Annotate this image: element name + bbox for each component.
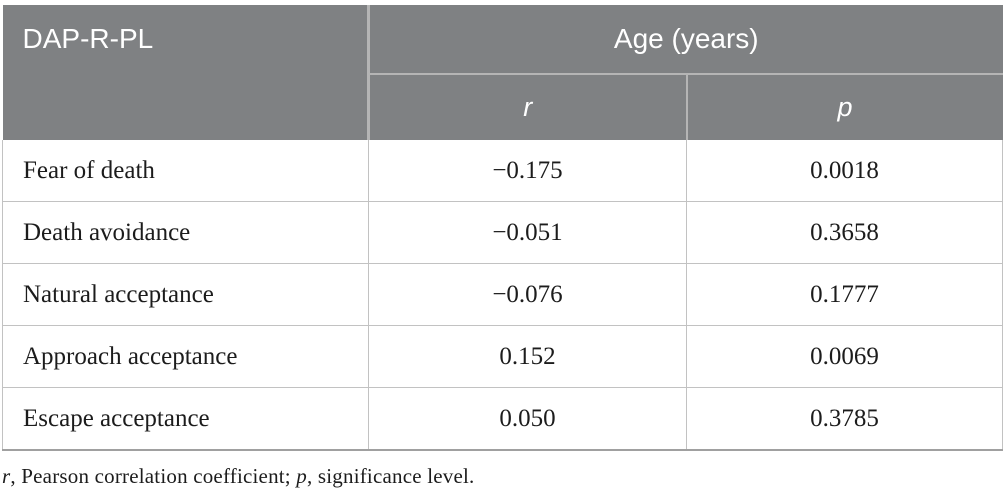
row-label-cell: Escape acceptance	[2, 387, 369, 451]
col-header-r: r	[367, 74, 687, 140]
p-value-cell: 0.3785	[686, 387, 1003, 451]
footnote-p-text: , significance level.	[307, 464, 475, 488]
r-value-cell: −0.051	[368, 201, 687, 264]
r-value-cell: 0.152	[368, 325, 687, 388]
footnote-r-text: , Pearson correlation coefficient;	[10, 464, 297, 488]
row-label-cell: Fear of death	[2, 140, 369, 202]
corner-header-label: DAP-R-PL	[22, 23, 154, 54]
row-label-cell: Approach acceptance	[2, 325, 369, 388]
table-header: DAP-R-PL Age (years) r p	[2, 5, 1003, 140]
table-row: Natural acceptance −0.076 0.1777	[2, 263, 1003, 326]
r-value-cell: −0.175	[368, 140, 687, 202]
corner-header-cell: DAP-R-PL	[2, 5, 369, 140]
p-value-cell: 0.3658	[686, 201, 1003, 264]
footnote: r, Pearson correlation coefficient; p, s…	[2, 464, 1002, 489]
col-header-p: p	[685, 74, 1003, 140]
p-value-cell: 0.0069	[686, 325, 1003, 388]
table-row: Fear of death −0.175 0.0018	[2, 140, 1003, 202]
p-value-cell: 0.1777	[686, 263, 1003, 326]
p-value-cell: 0.0018	[686, 140, 1003, 202]
footnote-r-symbol: r	[2, 464, 11, 488]
table-row: Approach acceptance 0.152 0.0069	[2, 325, 1003, 388]
row-label-cell: Natural acceptance	[2, 263, 369, 326]
row-label-cell: Death avoidance	[2, 201, 369, 264]
group-header-age: Age (years)	[367, 5, 1003, 75]
table-row: Escape acceptance 0.050 0.3785	[2, 387, 1003, 451]
table-row: Death avoidance −0.051 0.3658	[2, 201, 1003, 264]
r-value-cell: −0.076	[368, 263, 687, 326]
r-value-cell: 0.050	[368, 387, 687, 451]
table-body: Fear of death −0.175 0.0018 Death avoida…	[2, 140, 1003, 451]
correlation-table: DAP-R-PL Age (years) r p Fear of death −…	[2, 5, 1003, 451]
footnote-p-symbol: p	[296, 464, 307, 488]
